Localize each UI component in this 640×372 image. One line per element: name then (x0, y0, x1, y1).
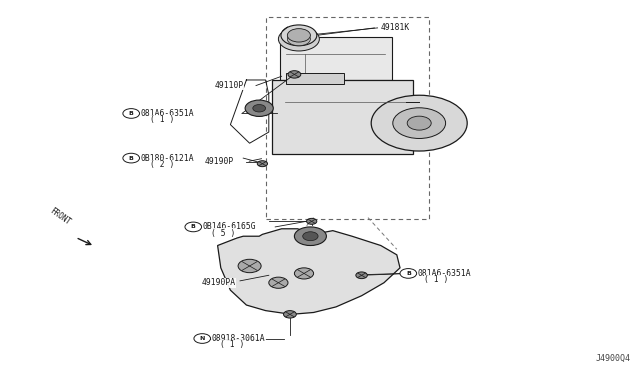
Text: J4900Q4: J4900Q4 (595, 354, 630, 363)
Text: N: N (200, 336, 205, 341)
Text: ( 1 ): ( 1 ) (150, 115, 175, 124)
Text: 0B180-6121A: 0B180-6121A (141, 154, 195, 163)
Text: B: B (129, 155, 134, 161)
Circle shape (284, 311, 296, 318)
Text: 49190PA: 49190PA (202, 278, 236, 287)
Circle shape (294, 227, 326, 246)
Circle shape (269, 277, 288, 288)
Text: 081A6-6351A: 081A6-6351A (141, 109, 195, 118)
Polygon shape (218, 229, 400, 314)
Bar (266, 17, 429, 219)
Circle shape (238, 259, 261, 273)
Circle shape (356, 272, 367, 279)
Text: B: B (406, 271, 411, 276)
Circle shape (123, 109, 140, 118)
Bar (280, 37, 392, 80)
Text: ( 1 ): ( 1 ) (424, 275, 449, 284)
Circle shape (278, 27, 319, 51)
Circle shape (303, 232, 318, 241)
Circle shape (287, 29, 310, 42)
Circle shape (400, 269, 417, 278)
Text: 49181K: 49181K (380, 23, 410, 32)
Text: 49110P: 49110P (214, 81, 244, 90)
Text: 081A6-6351A: 081A6-6351A (418, 269, 472, 278)
Text: ( 1 ): ( 1 ) (220, 340, 244, 349)
Circle shape (281, 25, 317, 46)
Text: B: B (129, 111, 134, 116)
Circle shape (194, 334, 211, 343)
Circle shape (393, 108, 445, 138)
Text: ( 5 ): ( 5 ) (211, 229, 236, 238)
Text: ( 2 ): ( 2 ) (150, 160, 175, 169)
Circle shape (253, 105, 266, 112)
Text: 49190P: 49190P (205, 157, 234, 166)
Circle shape (185, 222, 202, 232)
Circle shape (288, 71, 301, 78)
Circle shape (407, 116, 431, 130)
Circle shape (287, 32, 310, 46)
Circle shape (123, 153, 140, 163)
Circle shape (294, 268, 314, 279)
Text: FRONT: FRONT (48, 206, 72, 227)
Circle shape (245, 100, 273, 116)
Text: 08918-3061A: 08918-3061A (212, 334, 266, 343)
Circle shape (371, 95, 467, 151)
Bar (286, 73, 344, 84)
Bar (272, 80, 413, 154)
Circle shape (257, 161, 268, 167)
Circle shape (307, 218, 317, 224)
Text: 0B146-6165G: 0B146-6165G (203, 222, 257, 231)
Text: B: B (191, 224, 196, 230)
